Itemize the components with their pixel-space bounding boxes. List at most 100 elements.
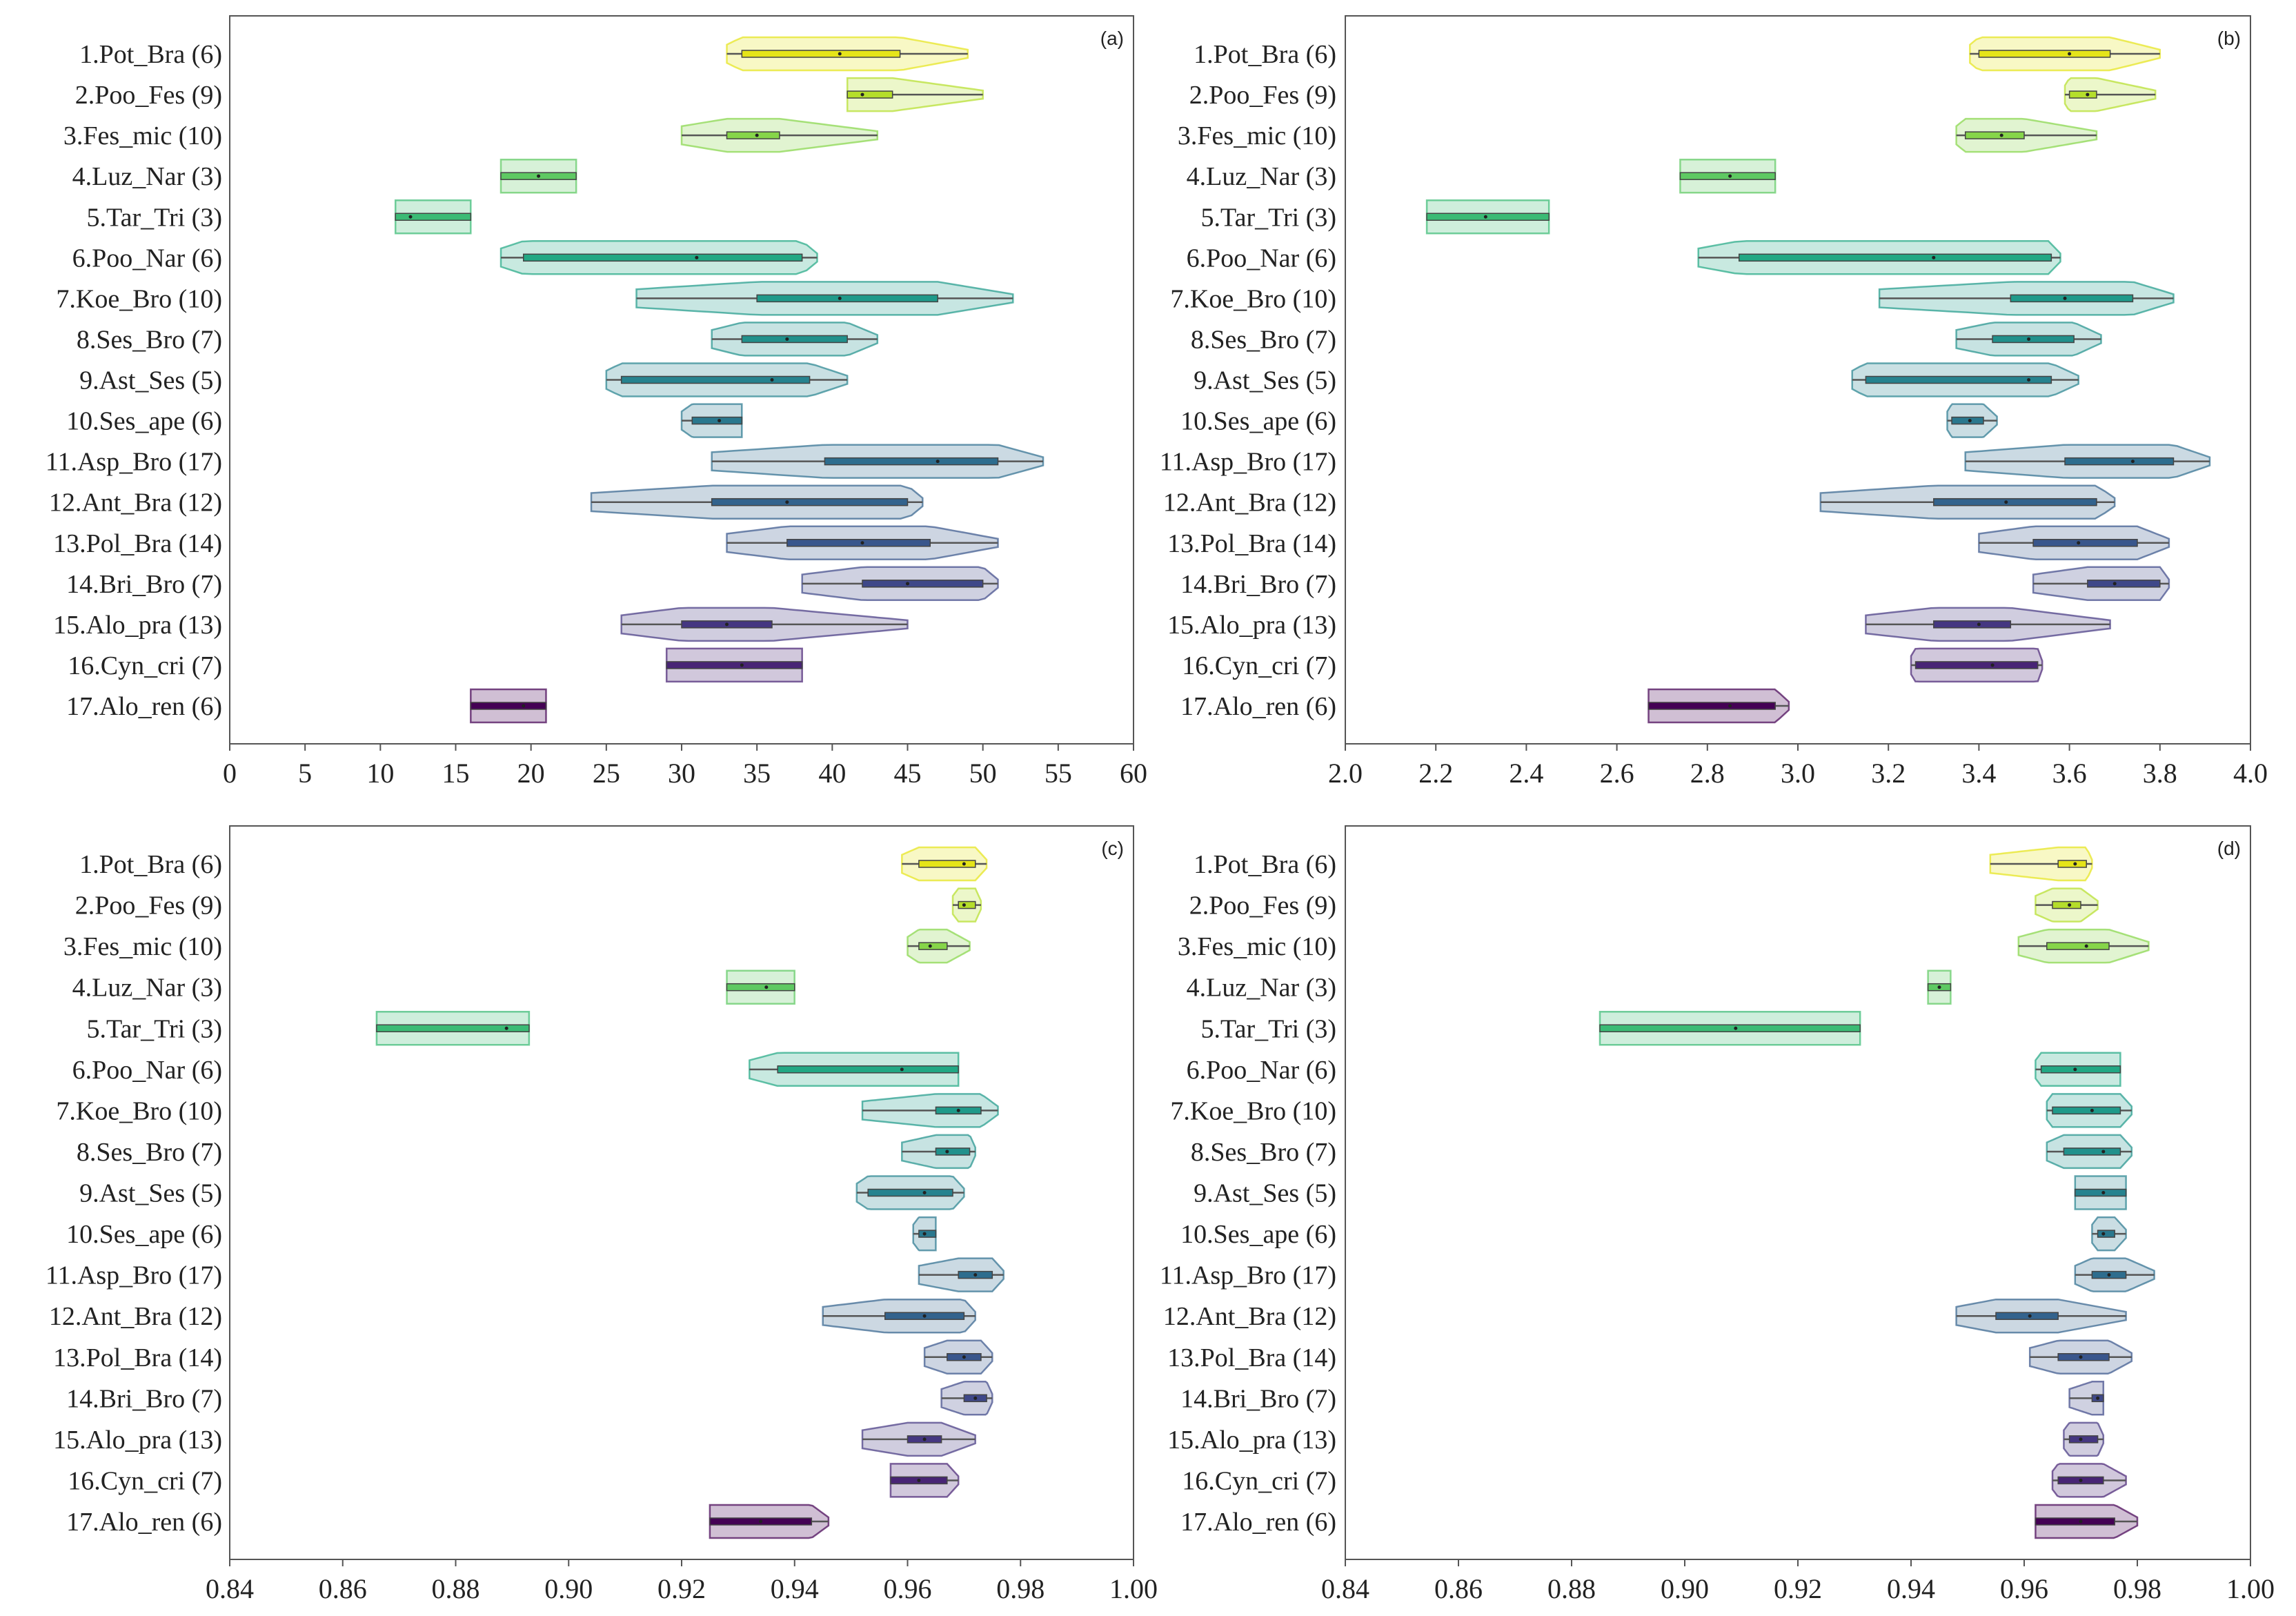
- violin-iqr-box: [726, 131, 780, 139]
- violin-median: [718, 419, 722, 423]
- category-label: 16.Cyn_cri (7): [1182, 1466, 1336, 1495]
- category-label: 14.Bri_Bro (7): [66, 1384, 222, 1413]
- x-tick-label: 35: [743, 758, 771, 789]
- category-label: 16.Cyn_cri (7): [68, 651, 222, 680]
- category-label: 12.Ant_Bra (12): [49, 1302, 222, 1331]
- violin-median: [1728, 704, 1732, 708]
- x-tick-label: 20: [517, 758, 545, 789]
- violin-median: [2130, 460, 2135, 464]
- x-tick-label: 40: [818, 758, 846, 789]
- violin-iqr-box: [1964, 131, 2025, 139]
- violin-median: [2101, 1232, 2106, 1236]
- violin-iqr-box: [2068, 1435, 2099, 1443]
- violin-median: [2027, 337, 2031, 341]
- violin-median: [906, 582, 909, 586]
- category-label: 17.Alo_ren (6): [66, 1508, 222, 1537]
- violin-median: [2096, 1396, 2100, 1400]
- category-label: 10.Ses_ape (6): [1180, 1220, 1336, 1249]
- violin-median: [522, 704, 526, 708]
- x-tick-label: 0: [223, 758, 237, 789]
- category-label: 9.Ast_Ses (5): [1194, 1179, 1336, 1208]
- category-label: 12.Ant_Bra (12): [1163, 489, 1336, 518]
- label-background: [1118, 16, 1345, 744]
- category-label: 13.Pol_Bra (14): [1167, 529, 1336, 558]
- x-tick-label: 0.98: [2113, 1573, 2161, 1604]
- violin-median: [2079, 1519, 2083, 1524]
- violin-median: [504, 1026, 508, 1030]
- panel-b: (b) 2.0 2.2 2.4 2.6 2.8 3.0 3.2 3.4 3.6 3.8 4.0 1.Po…: [1118, 15, 2268, 789]
- plot-frame: [229, 825, 1134, 1560]
- category-label: 3.Fes_mic (10): [1178, 121, 1336, 150]
- violin-iqr-box: [1738, 253, 2052, 262]
- violin-iqr-box: [741, 335, 848, 344]
- violin-iqr-box: [470, 702, 547, 710]
- violin-median: [2077, 541, 2081, 545]
- category-label: 14.Bri_Bro (7): [1180, 570, 1336, 599]
- category-label: 6.Poo_Nar (6): [72, 1056, 222, 1085]
- violin-median: [900, 1067, 904, 1072]
- category-label: 9.Ast_Ses (5): [79, 1179, 222, 1208]
- violin-iqr-box: [2097, 1230, 2115, 1238]
- violin-iqr-box: [1951, 416, 1984, 425]
- category-label: 6.Poo_Nar (6): [1187, 1056, 1336, 1085]
- violin-iqr-box: [2052, 1106, 2121, 1115]
- panel-tag: (a): [1100, 28, 1124, 49]
- x-tick-label: 0.92: [657, 1573, 706, 1604]
- violin-iqr-box: [918, 942, 948, 950]
- violin-iqr-box: [1599, 1024, 1861, 1032]
- category-label: 7.Koe_Bro (10): [1170, 1096, 1336, 1125]
- x-tick-label: 2.0: [1328, 758, 1363, 789]
- violin-median: [2084, 944, 2088, 948]
- label-background: [2, 826, 230, 1559]
- category-label: 15.Alo_pra (13): [1167, 611, 1336, 640]
- category-label: 1.Pot_Bra (6): [1194, 850, 1336, 879]
- x-tick-label: 0.96: [2000, 1573, 2048, 1604]
- violin-median: [945, 1150, 949, 1154]
- category-label: 12.Ant_Bra (12): [49, 489, 222, 518]
- violin-iqr-box: [726, 983, 795, 992]
- x-tick-label: 0.94: [771, 1573, 819, 1604]
- violin-median: [764, 985, 769, 989]
- category-label: 1.Pot_Bra (6): [79, 850, 222, 879]
- category-label: 2.Poo_Fes (9): [75, 891, 222, 920]
- category-label: 14.Bri_Bro (7): [1180, 1384, 1336, 1413]
- violin-iqr-box: [918, 860, 976, 868]
- x-tick-label: 0.86: [1434, 1573, 1483, 1604]
- category-label: 15.Alo_pra (13): [53, 611, 222, 640]
- violin-iqr-box: [1978, 50, 2111, 58]
- violin-iqr-box: [824, 457, 999, 466]
- category-label: 13.Pol_Bra (14): [1167, 1343, 1336, 1372]
- violin-iqr-box: [620, 375, 811, 384]
- panel-tag: (d): [2217, 838, 2241, 859]
- x-tick-label: 3.2: [1871, 758, 1906, 789]
- category-label: 13.Pol_Bra (14): [53, 529, 222, 558]
- category-label: 9.Ast_Ses (5): [79, 366, 222, 395]
- violin-median: [785, 500, 789, 504]
- violin-median: [860, 92, 864, 97]
- violin-iqr-box: [1933, 620, 2012, 629]
- category-label: 13.Pol_Bra (14): [53, 1343, 222, 1372]
- violin-median: [962, 903, 966, 907]
- category-label: 7.Koe_Bro (10): [1170, 284, 1336, 313]
- violin-iqr-box: [2063, 1147, 2121, 1156]
- violin-median: [962, 862, 966, 866]
- category-label: 6.Poo_Nar (6): [1187, 244, 1336, 273]
- violin-median: [922, 1232, 927, 1236]
- violin-median: [1483, 215, 1487, 219]
- violin-median: [922, 1191, 927, 1194]
- violin-iqr-box: [1914, 661, 2039, 669]
- category-label: 2.Poo_Fes (9): [1189, 891, 1336, 920]
- x-tick-label: 0.86: [319, 1573, 367, 1604]
- category-label: 10.Ses_ape (6): [1180, 407, 1336, 436]
- category-label: 10.Ses_ape (6): [66, 407, 222, 436]
- category-label: 17.Alo_ren (6): [1180, 692, 1336, 721]
- x-tick-label: 0.90: [544, 1573, 593, 1604]
- label-background: [2, 16, 230, 744]
- x-tick-label: 0.92: [1774, 1573, 1822, 1604]
- category-label: 8.Ses_Bro (7): [77, 1138, 222, 1167]
- violin-median: [785, 337, 789, 341]
- category-label: 5.Tar_Tri (3): [87, 203, 222, 232]
- x-tick-label: 50: [969, 758, 997, 789]
- violin-median: [695, 255, 699, 259]
- violin-iqr-box: [376, 1024, 530, 1032]
